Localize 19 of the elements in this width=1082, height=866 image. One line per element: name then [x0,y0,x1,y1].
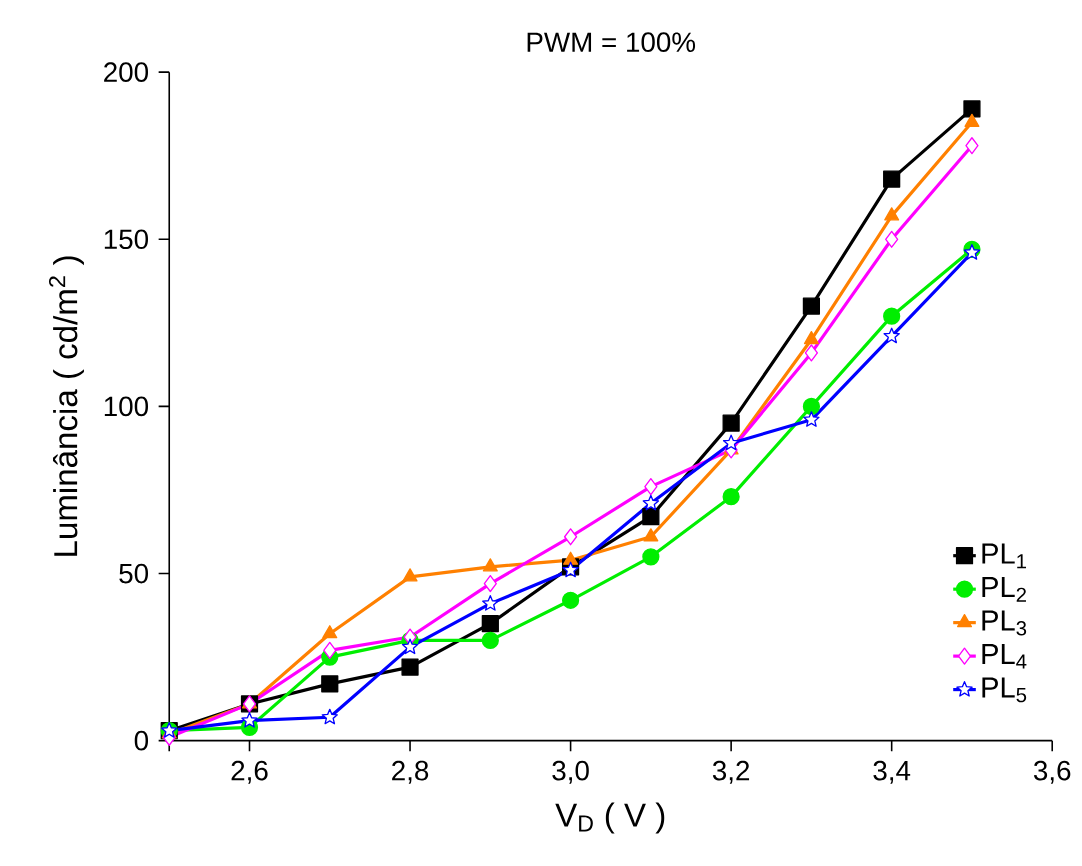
legend-label: PL$_{4}$ [982,644,1027,669]
y-axis-title: Luminância ( cd/m$^{2}$ ) [48,256,84,556]
y-tick-label: 50 [119,563,149,584]
x-tick-label: 2,8 [392,760,429,784]
x-tick-label: 2,6 [231,760,268,784]
chart-title: PWM = 100% [527,32,696,53]
legend-label: PL$_{5}$ [982,677,1027,703]
x-tick-label: 3,2 [712,760,750,784]
legend-label: PL$_{2}$ [982,577,1026,602]
y-tick-label: 0 [134,730,149,751]
x-tick-label: 3,6 [1033,760,1071,784]
x-tick-label: 3,4 [873,760,911,784]
y-tick-label: 150 [104,229,149,250]
legend-label: PL$_{3}$ [982,610,1027,636]
x-axis-title: V$_{D}$ ( V ) [555,802,665,834]
legend-label: PL$_{1}$ [982,543,1027,569]
y-tick-label: 200 [104,62,149,83]
y-tick-label: 100 [104,396,149,417]
x-tick-label: 3,0 [552,760,589,784]
